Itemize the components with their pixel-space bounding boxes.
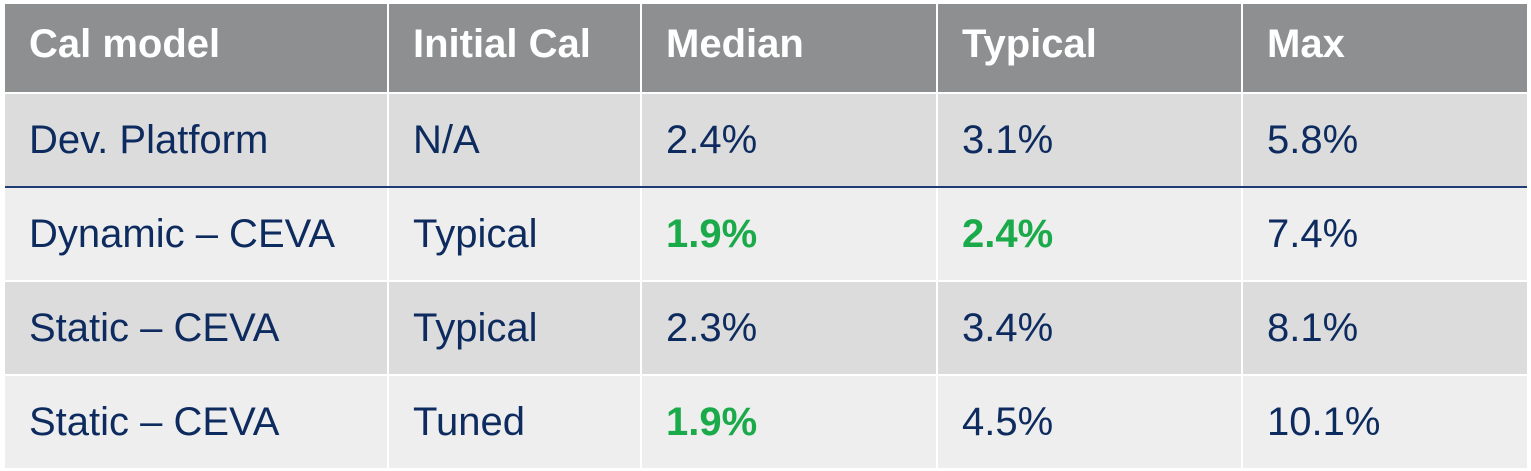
row-1-initial-cal: N/A [389,94,640,186]
row-divider [5,186,1527,188]
row-3-initial-cal: Typical [389,282,640,374]
row-3-typical: 3.4% [938,282,1241,374]
row-1-median: 2.4% [642,94,936,186]
header-max: Max [1243,4,1527,92]
row-1-typical: 3.1% [938,94,1241,186]
row-3-median: 2.3% [642,282,936,374]
header-median: Median [642,4,936,92]
row-4-cal-model: Static – CEVA [5,376,387,468]
row-2-cal-model: Dynamic – CEVA [5,188,387,280]
row-4-median: 1.9% [642,376,936,468]
header-cal-model: Cal model [5,4,387,92]
row-4-initial-cal: Tuned [389,376,640,468]
calibration-table: Cal model Initial Cal Median Typical Max… [5,4,1527,468]
row-2-median: 1.9% [642,188,936,280]
row-1-max: 5.8% [1243,94,1527,186]
row-2-typical: 2.4% [938,188,1241,280]
row-4-max: 10.1% [1243,376,1527,468]
row-4-typical: 4.5% [938,376,1241,468]
row-2-initial-cal: Typical [389,188,640,280]
row-2-max: 7.4% [1243,188,1527,280]
row-3-cal-model: Static – CEVA [5,282,387,374]
header-typical: Typical [938,4,1241,92]
row-3-max: 8.1% [1243,282,1527,374]
row-1-cal-model: Dev. Platform [5,94,387,186]
header-initial-cal: Initial Cal [389,4,640,92]
